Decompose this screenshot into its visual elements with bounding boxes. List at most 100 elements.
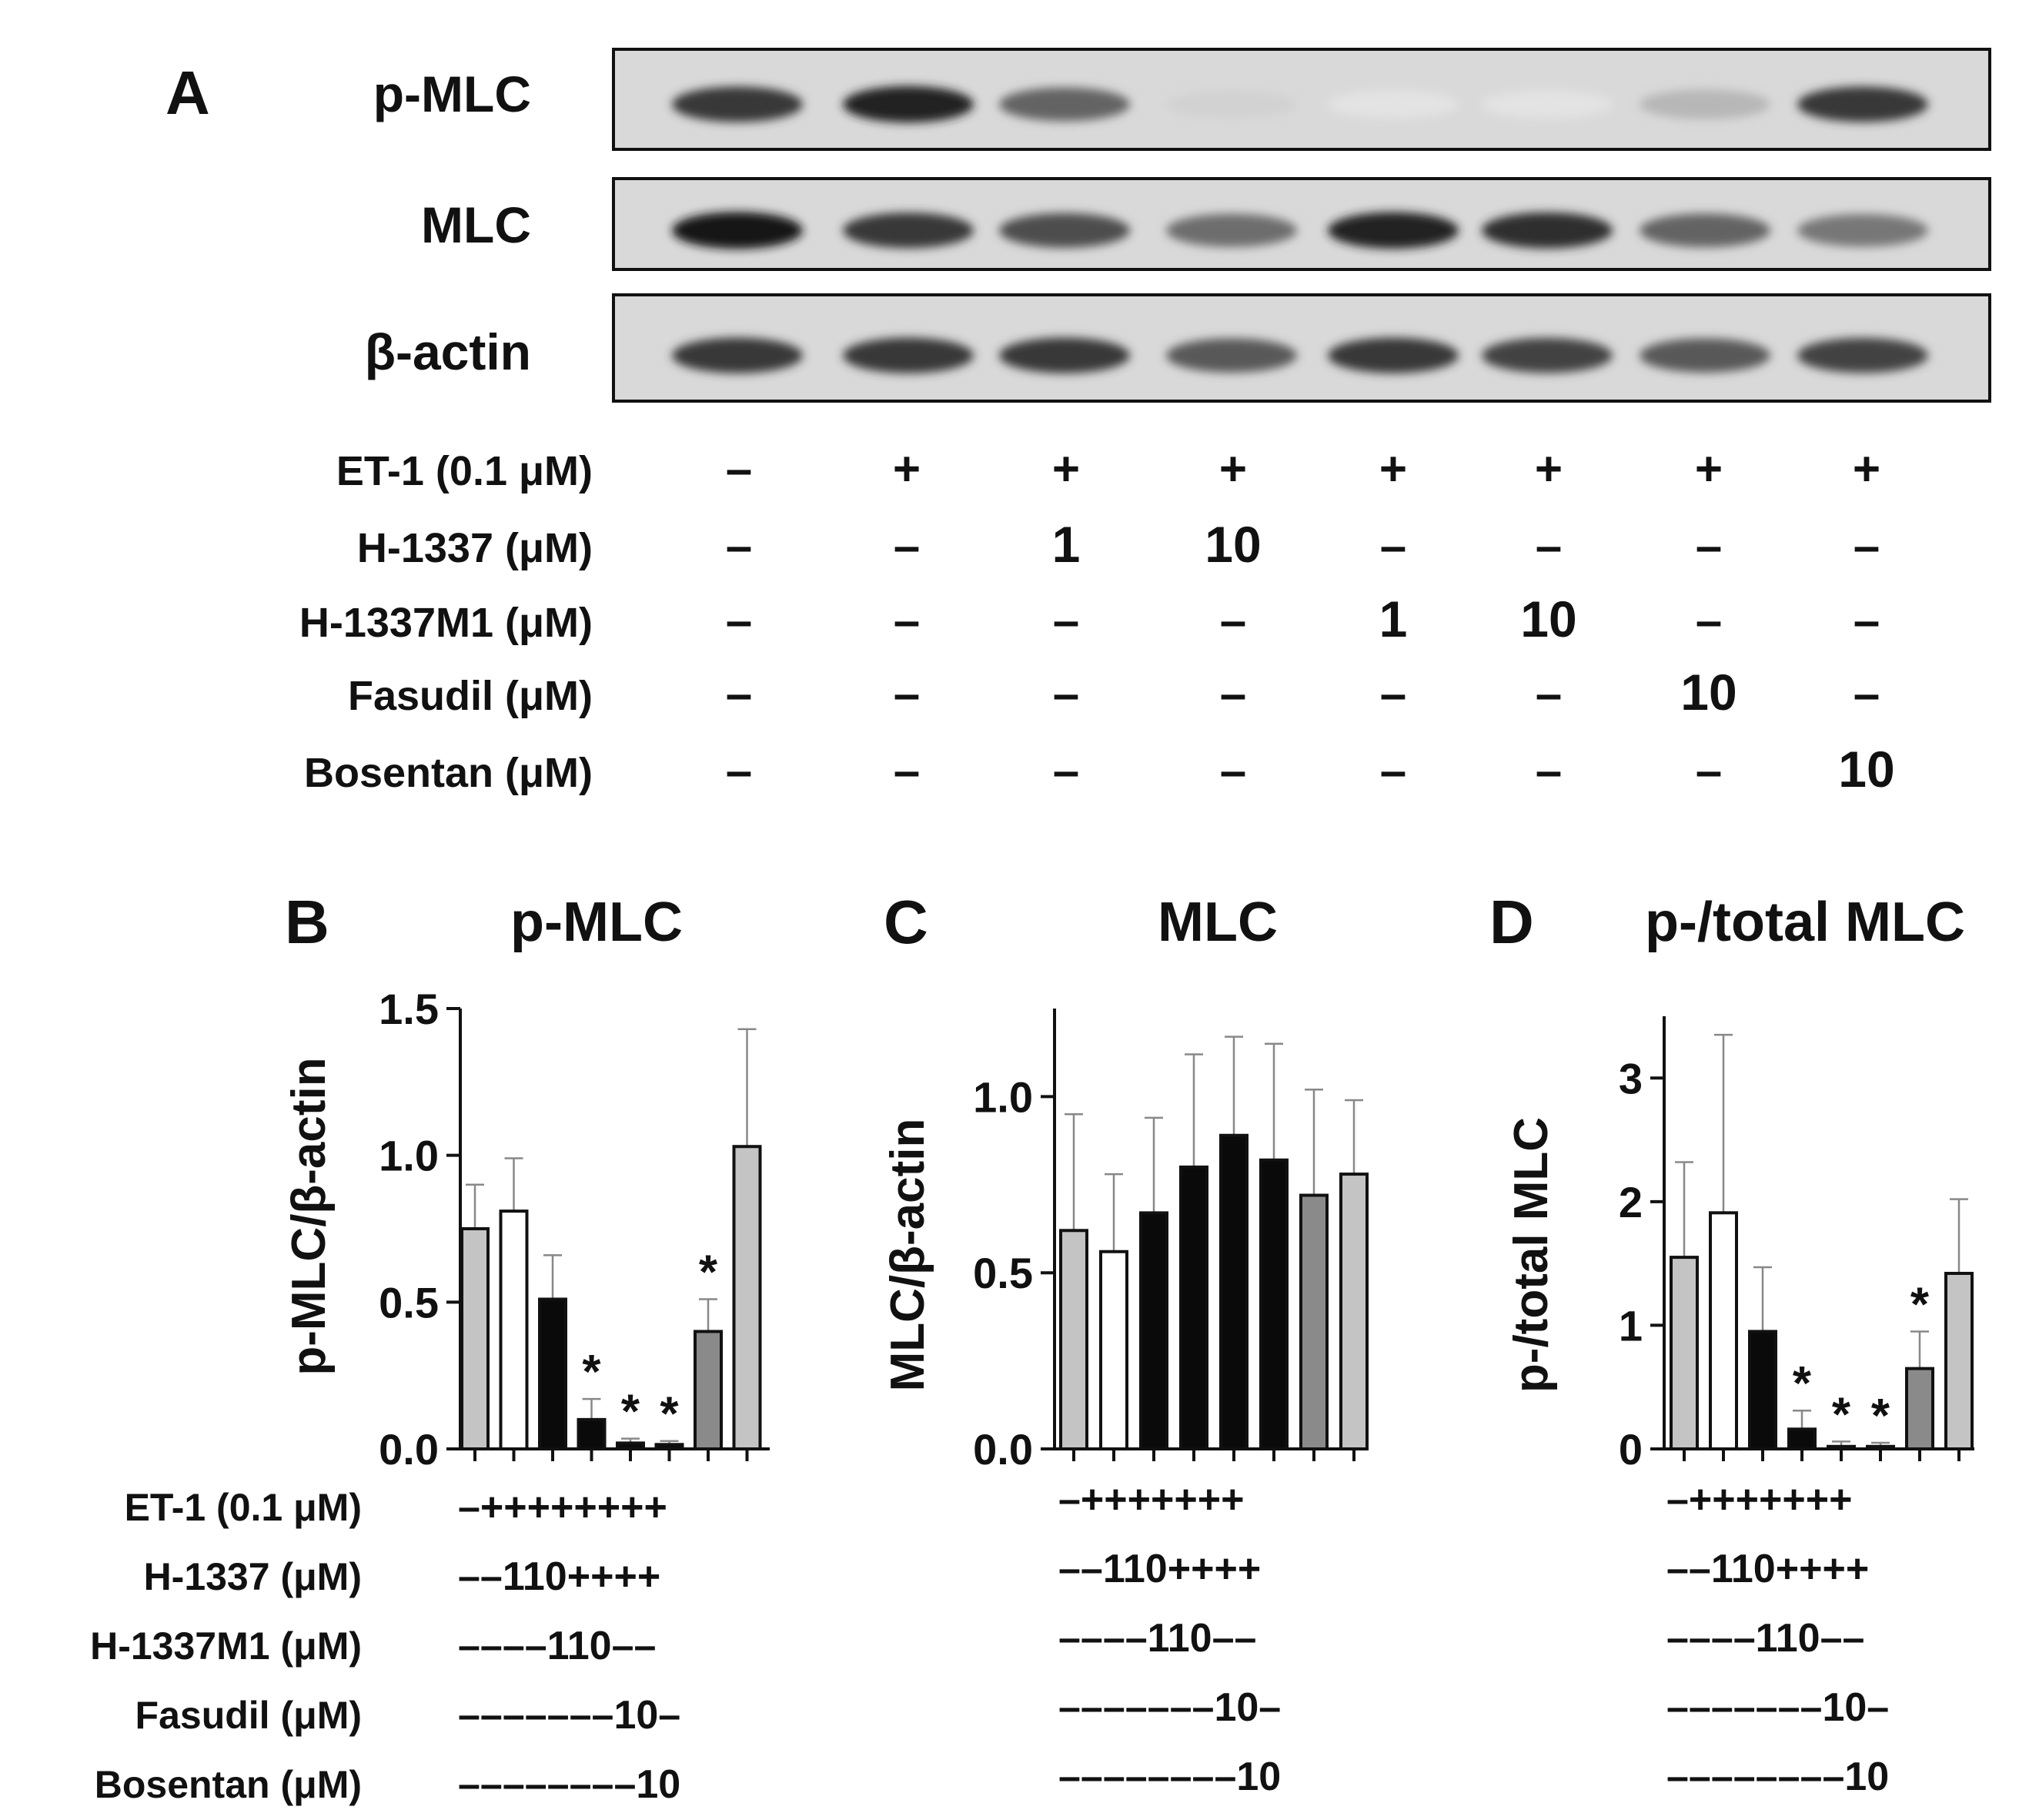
b-treatment-label-h1337: H-1337 (μM) <box>144 1555 362 1598</box>
blot-band <box>672 212 803 249</box>
blot-band <box>1482 212 1613 249</box>
treatment-value: – <box>894 667 920 721</box>
bar <box>1748 1330 1777 1451</box>
treatment-value: – <box>726 667 752 721</box>
treatment-value: + <box>1535 443 1563 496</box>
y-tick-label: 0.5 <box>973 1249 1033 1297</box>
significance-star: * <box>699 1246 718 1300</box>
blot-band <box>843 337 974 373</box>
bar <box>1709 1211 1738 1451</box>
treatment-row: –+++++++ <box>1058 1477 1245 1522</box>
treatment-label-h1337m1: H-1337M1 (μM) <box>299 600 593 646</box>
blot-band <box>672 337 803 373</box>
treatment-row: ––110++++ <box>458 1554 660 1599</box>
treatment-row: ––––––––10 <box>1058 1755 1281 1799</box>
treatment-value: – <box>1380 744 1406 798</box>
y-tick-label: 1 <box>1619 1301 1643 1350</box>
bar <box>1827 1444 1856 1451</box>
blot-band <box>843 212 974 249</box>
y-tick-label: 3 <box>1619 1054 1643 1102</box>
treatment-row: ––––110–– <box>1058 1616 1256 1661</box>
y-tick-label: 1.5 <box>379 985 439 1033</box>
panel-a-western-blot: A p-MLC MLC β-actin ET-1 (0.1 μM) H-1337… <box>165 48 1991 798</box>
treatment-value: + <box>893 443 921 496</box>
bar <box>1139 1211 1168 1450</box>
significance-star: * <box>1793 1357 1812 1410</box>
treatment-value: + <box>1695 443 1723 496</box>
blot-band <box>1797 86 1928 122</box>
treatment-value: – <box>1380 520 1406 573</box>
blot-label-beta-actin: β-actin <box>365 323 531 380</box>
treatment-value: 10 <box>1205 516 1261 573</box>
treatment-row: ––––110–– <box>1666 1616 1864 1661</box>
blot-band <box>1797 213 1928 247</box>
treatment-label-bosentan: Bosentan (μM) <box>304 750 593 796</box>
treatment-value: + <box>1219 443 1247 496</box>
treatment-value: 1 <box>1379 590 1408 647</box>
blot-band <box>1640 338 1770 373</box>
treatment-value: – <box>894 594 920 647</box>
treatment-value: – <box>1854 520 1880 573</box>
bar <box>1099 1250 1128 1451</box>
significance-star: * <box>660 1388 679 1441</box>
treatment-row: ––––––––10 <box>1666 1755 1889 1799</box>
panel-d-y-axis-label: p-/total MLC <box>1505 1117 1558 1393</box>
treatment-value: – <box>1536 744 1562 798</box>
panel-d-plot-area: 0 1 2 3 * * * * <box>1619 1016 1974 1474</box>
panel-b-chart: B p-MLC p-MLC/β-actin 0.0 0.5 1.0 1.5 * * * * E… <box>90 888 770 1807</box>
treatment-value: – <box>1053 667 1079 721</box>
b-treatment-label-bosentan: Bosentan (μM) <box>95 1763 362 1806</box>
significance-star: * <box>1910 1278 1930 1331</box>
treatment-value: – <box>1220 667 1246 721</box>
blot-band <box>1166 338 1297 373</box>
bar <box>577 1417 607 1451</box>
b-treatment-label-fasudil: Fasudil (μM) <box>135 1694 362 1737</box>
treatment-value: – <box>1696 744 1722 798</box>
treatment-value: – <box>1696 594 1722 647</box>
panel-c-chart: C MLC MLC/β-actin 0.0 0.5 1.0 –+++++++ ––11… <box>881 888 1369 1799</box>
treatment-value: 10 <box>1838 741 1894 798</box>
bar <box>1670 1256 1699 1450</box>
treatment-row: ––––110–– <box>458 1624 656 1668</box>
blot-label-p-mlc: p-MLC <box>373 65 531 122</box>
bar <box>1339 1173 1369 1451</box>
treatment-value: – <box>1854 667 1880 721</box>
y-tick-label: 2 <box>1619 1178 1643 1226</box>
treatment-value: + <box>1853 443 1880 496</box>
treatment-value: – <box>1696 520 1722 573</box>
blot-band <box>1166 213 1297 247</box>
significance-star: * <box>621 1386 640 1439</box>
y-tick-label: 1.0 <box>973 1072 1033 1121</box>
panel-b-y-axis-label: p-MLC/β-actin <box>282 1057 336 1375</box>
panel-c-title: MLC <box>1158 892 1278 953</box>
bar <box>1866 1444 1895 1451</box>
treatment-row: –––––––10– <box>1666 1685 1889 1730</box>
treatment-value: + <box>1379 443 1407 496</box>
y-tick-label: 0.0 <box>379 1425 439 1474</box>
blot-strips <box>612 48 1991 403</box>
blot-band <box>1482 90 1613 119</box>
treatment-row: –––––––10– <box>1058 1685 1281 1730</box>
bar <box>499 1209 529 1450</box>
treatment-label-h1337: H-1337 (μM) <box>357 525 593 571</box>
treatment-value: – <box>894 744 920 798</box>
y-tick-label: 1.0 <box>379 1132 439 1180</box>
bar <box>1219 1133 1249 1450</box>
panel-b-treatment-labels: ET-1 (0.1 μM) H-1337 (μM) H-1337M1 (μM) … <box>90 1486 362 1806</box>
blot-band <box>999 87 1130 122</box>
blot-band <box>1797 337 1928 373</box>
blot-strip-1 <box>612 177 1991 271</box>
panel-d-chart: D p-/total MLC p-/total MLC 0 1 2 3 * * * * –++… <box>1489 888 1974 1799</box>
significance-star: * <box>582 1346 601 1399</box>
blot-band <box>1328 212 1459 249</box>
panel-b-plot-area: 0.0 0.5 1.0 1.5 * * * * <box>379 985 770 1474</box>
panel-b-treatment-rows: –++++++++ ––110++++ ––––110–– –––––––10– –––… <box>458 1485 680 1807</box>
bar <box>460 1227 490 1450</box>
blot-band <box>843 85 974 123</box>
treatment-value: – <box>1854 594 1880 647</box>
blot-band <box>1328 90 1459 119</box>
treatment-value: – <box>726 744 752 798</box>
panel-d-letter: D <box>1489 888 1534 956</box>
treatment-row: –++++++++ <box>458 1485 667 1530</box>
treatment-value: – <box>726 594 752 647</box>
